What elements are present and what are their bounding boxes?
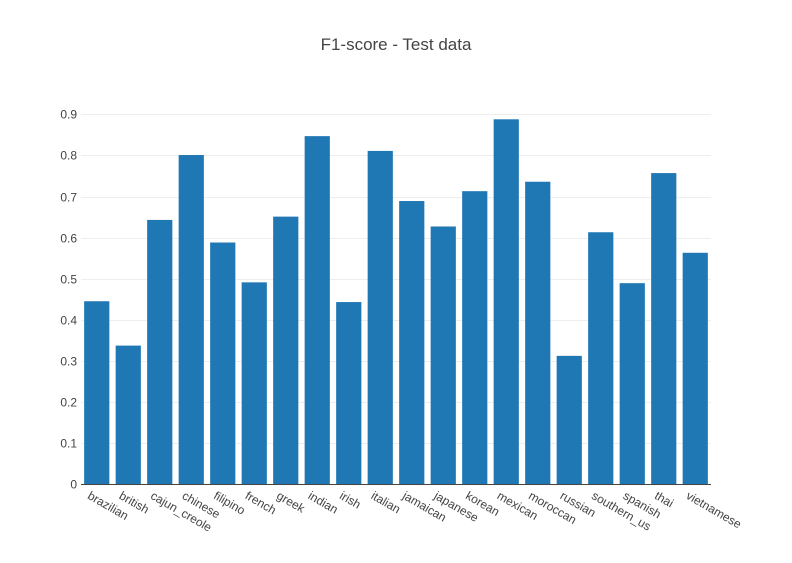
- bar-filipino[interactable]: [210, 242, 236, 484]
- x-tick-label: vietnamese: [684, 488, 744, 531]
- bar-british[interactable]: [115, 345, 141, 484]
- chart-title: F1-score - Test data: [321, 35, 472, 54]
- bar-japanese[interactable]: [430, 226, 456, 484]
- bar-vietnamese[interactable]: [682, 252, 708, 484]
- bar-italian[interactable]: [367, 150, 393, 484]
- bar-indian[interactable]: [304, 136, 330, 484]
- y-tick-label: 0: [70, 478, 77, 492]
- x-tick-label: indian: [306, 488, 341, 516]
- y-tick-label: 0.7: [60, 191, 77, 205]
- bar-russian[interactable]: [556, 355, 582, 484]
- bar-mexican[interactable]: [493, 119, 519, 484]
- y-tick-label: 0.4: [60, 314, 77, 328]
- bar-jamaican[interactable]: [399, 201, 425, 485]
- bar-chinese[interactable]: [178, 155, 204, 485]
- x-tick-labels: brazilianbritishcajun_creolechinesefilip…: [85, 488, 744, 535]
- y-tick-label: 0.2: [60, 396, 77, 410]
- bar-layer: [84, 119, 708, 485]
- x-tick-label: french: [243, 488, 279, 517]
- y-tick-label: 0.1: [60, 437, 77, 451]
- bar-korean[interactable]: [462, 191, 488, 485]
- bar-moroccan[interactable]: [525, 181, 551, 485]
- bar-french[interactable]: [241, 282, 267, 484]
- x-tick-label: greek: [274, 488, 308, 516]
- y-tick-label: 0.6: [60, 232, 77, 246]
- bar-irish[interactable]: [336, 302, 362, 484]
- bar-southern_us[interactable]: [588, 232, 614, 484]
- bar-spanish[interactable]: [619, 283, 645, 484]
- y-tick-label: 0.5: [60, 273, 77, 287]
- x-tick-label: irish: [337, 488, 363, 511]
- grid-layer: [81, 114, 711, 444]
- bar-thai[interactable]: [651, 173, 677, 484]
- bar-cajun_creole[interactable]: [147, 219, 173, 485]
- bar-brazilian[interactable]: [84, 301, 110, 484]
- y-tick-label: 0.3: [60, 355, 77, 369]
- y-tick-label: 0.9: [60, 108, 77, 122]
- x-tick-label: italian: [369, 488, 403, 516]
- y-tick-label: 0.8: [60, 149, 77, 163]
- y-tick-labels: 0 0.1 0.2 0.3 0.4 0.5 0.6 0.7 0.8 0.9: [60, 108, 77, 492]
- bar-greek[interactable]: [273, 216, 299, 484]
